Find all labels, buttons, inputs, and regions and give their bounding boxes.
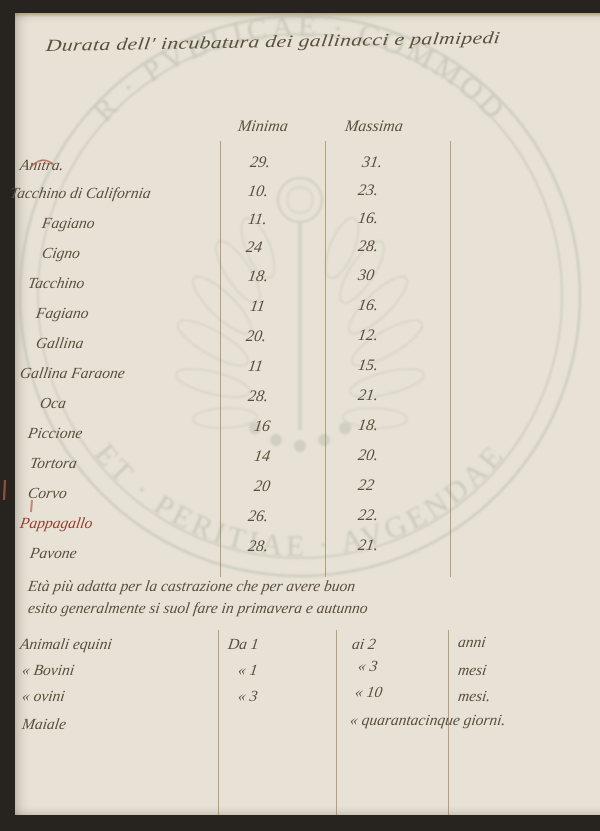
svg-text:R · PVBLICAE · COMMOD: R · PVBLICAE · COMMOD bbox=[87, 10, 514, 128]
svg-text:ET · PERITIAE · AVGENDAE: ET · PERITIAE · AVGENDAE bbox=[88, 438, 512, 564]
